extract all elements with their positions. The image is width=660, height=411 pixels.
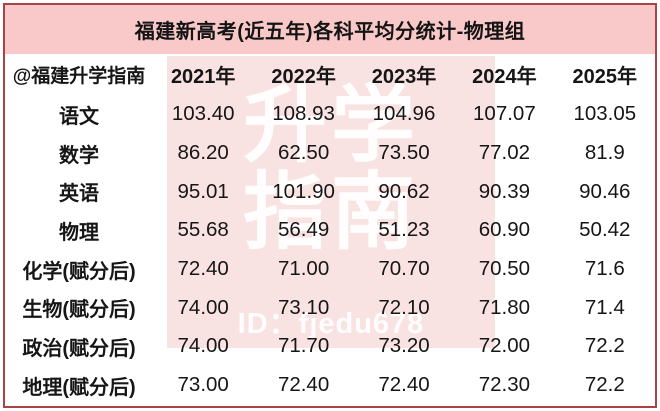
- score-cell: 77.02: [478, 141, 531, 165]
- table-row: 语文 103.40 108.93 104.96 107.07 103.05: [5, 95, 655, 134]
- score-cell: 56.49: [277, 218, 330, 242]
- watermark-id: ID：fjedu678: [237, 308, 425, 340]
- score-cell: 51.23: [378, 218, 430, 242]
- score-cell: 81.9: [584, 141, 625, 165]
- column-header-2023: 2023年: [371, 66, 437, 88]
- column-header-account: @福建升学指南: [12, 66, 146, 87]
- score-cell: 72.40: [277, 373, 330, 397]
- subject-cell: 语文: [59, 105, 99, 128]
- watermark-line2: 指南: [242, 164, 419, 259]
- score-cell: 70.70: [378, 257, 430, 281]
- score-cell: 101.90: [272, 179, 335, 203]
- table-row: 英语 95.01 101.90 90.62 90.39 90.46: [5, 172, 655, 211]
- subject-cell: 地理(赋分后): [22, 376, 136, 399]
- score-cell: 74.00: [177, 295, 229, 319]
- page-title: 福建新高考(近五年)各科平均分统计-物理组: [134, 21, 526, 43]
- score-cell: 71.6: [584, 257, 625, 281]
- score-cell: 95.01: [177, 179, 229, 203]
- table-row: 生物(赋分后) 74.00 73.10 72.10 71.80 71.4: [5, 288, 655, 327]
- score-cell: 71.70: [277, 334, 330, 358]
- table-body: 语文 103.40 108.93 104.96 107.07 103.05 数学 86.20 6…: [5, 95, 655, 405]
- score-cell: 72.30: [478, 373, 531, 397]
- score-cell: 62.50: [277, 141, 330, 165]
- watermark-line1: 升学: [242, 78, 419, 172]
- score-cell: 90.62: [378, 179, 430, 203]
- score-cell: 73.50: [378, 141, 430, 165]
- subject-cell: 数学: [59, 144, 99, 167]
- score-cell: 71.00: [277, 257, 330, 281]
- score-cell: 103.40: [171, 102, 235, 126]
- subject-cell: 政治(赋分后): [22, 337, 136, 360]
- score-cell: 108.93: [272, 102, 335, 126]
- score-cell: 72.10: [378, 295, 430, 319]
- score-cell: 107.07: [473, 102, 536, 126]
- subject-cell: 物理: [59, 221, 99, 244]
- subject-cell: 英语: [59, 183, 99, 206]
- table-row: 数学 86.20 62.50 73.50 77.02 81.9: [5, 134, 655, 173]
- score-cell: 72.2: [584, 373, 625, 397]
- table-row: 地理(赋分后) 73.00 72.40 72.40 72.30 72.2: [5, 366, 655, 405]
- title-bar: 福建新高考(近五年)各科平均分统计-物理组: [5, 5, 655, 54]
- column-header-2024: 2024年: [472, 66, 537, 88]
- score-cell: 70.50: [478, 257, 531, 281]
- table-row: 政治(赋分后) 74.00 71.70 73.20 72.00 72.2: [5, 327, 655, 366]
- score-cell: 72.00: [478, 334, 531, 358]
- score-cell: 73.10: [277, 295, 330, 319]
- score-cell: 74.00: [177, 334, 229, 358]
- score-cell: 86.20: [177, 141, 229, 165]
- watermark-text: 升学 指南: [167, 82, 495, 255]
- score-cell: 103.05: [573, 102, 637, 126]
- score-cell: 72.40: [378, 373, 430, 397]
- score-cell: 104.96: [372, 102, 436, 126]
- score-cell: 90.39: [478, 179, 531, 203]
- score-cell: 55.68: [177, 218, 229, 242]
- table-row: 物理 55.68 56.49 51.23 60.90 50.42: [5, 211, 655, 250]
- score-cell: 72.40: [177, 257, 229, 281]
- score-cell: 71.4: [584, 295, 625, 319]
- watermark-overlay: 升学 指南 ID：fjedu678: [167, 56, 495, 348]
- score-cell: 71.80: [478, 295, 531, 319]
- column-header-2021: 2021年: [170, 66, 236, 88]
- table-header-row: @福建升学指南 2021年 2022年 2023年 2024年 2025年: [5, 54, 655, 95]
- score-cell: 90.46: [579, 179, 631, 203]
- scores-table: @福建升学指南 2021年 2022年 2023年 2024年 2025年 语文…: [5, 54, 655, 405]
- column-header-2022: 2022年: [271, 66, 336, 88]
- score-cell: 60.90: [478, 218, 531, 242]
- score-cell: 73.20: [378, 334, 430, 358]
- subject-cell: 生物(赋分后): [22, 299, 136, 322]
- score-cell: 72.2: [584, 334, 625, 358]
- subject-cell: 化学(赋分后): [22, 260, 136, 283]
- score-cell: 73.00: [177, 373, 229, 397]
- score-cell: 50.42: [579, 218, 631, 242]
- table-card: 福建新高考(近五年)各科平均分统计-物理组 升学 指南 ID：fjedu678 …: [3, 3, 657, 408]
- table-row: 化学(赋分后) 72.40 71.00 70.70 70.50 71.6: [5, 250, 655, 289]
- column-header-2025: 2025年: [572, 66, 638, 88]
